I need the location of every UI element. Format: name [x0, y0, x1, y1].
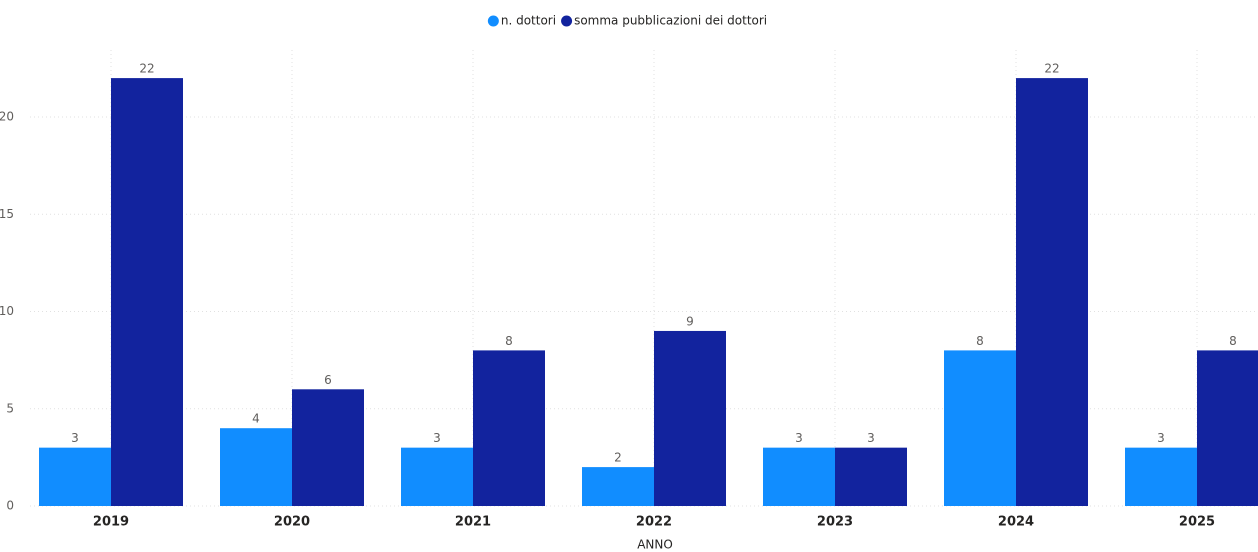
value-label: 3	[867, 431, 875, 445]
value-label: 8	[1229, 334, 1237, 348]
value-label: 6	[324, 373, 332, 387]
value-label: 4	[252, 412, 260, 426]
bar	[292, 389, 364, 506]
bar	[1197, 350, 1258, 506]
legend-label: n. dottori	[501, 14, 556, 28]
y-tick-label: 10	[0, 304, 14, 318]
x-tick-label: 2025	[1179, 515, 1215, 530]
bar	[1125, 447, 1197, 506]
bar	[763, 447, 835, 506]
value-label: 22	[139, 62, 154, 76]
bar	[473, 350, 545, 506]
bar	[1016, 78, 1088, 506]
value-label: 9	[686, 314, 694, 328]
value-label: 3	[71, 431, 79, 445]
value-label: 3	[433, 431, 441, 445]
bar	[401, 447, 473, 506]
legend-marker	[487, 15, 499, 27]
value-label: 22	[1044, 62, 1059, 76]
x-tick-label: 2022	[636, 515, 672, 530]
bar	[654, 330, 726, 506]
legend: n. dottori somma pubblicazioni dei dottor…	[487, 14, 767, 28]
bar	[111, 78, 183, 506]
x-tick-label: 2019	[93, 515, 129, 530]
bar	[220, 428, 292, 506]
value-label: 8	[505, 334, 513, 348]
x-tick-label: 2023	[817, 515, 853, 530]
bar	[835, 447, 907, 506]
plot: 3 22 4 6 3 8 2 9 3 3 8 22 3 8	[30, 50, 1258, 507]
y-tick-label: 15	[0, 207, 14, 221]
bar	[944, 350, 1016, 506]
bar	[39, 447, 111, 506]
x-tick-label: 2020	[274, 515, 310, 530]
legend-marker	[561, 15, 573, 27]
value-label: 3	[1157, 431, 1165, 445]
value-label: 3	[795, 431, 803, 445]
x-tick-label: 2024	[998, 515, 1034, 530]
bar	[582, 467, 654, 506]
value-label: 2	[614, 451, 622, 465]
y-tick-label: 0	[6, 499, 14, 513]
legend-label: somma pubblicazioni dei dottori	[574, 14, 767, 28]
x-axis-label: ANNO	[637, 538, 673, 552]
y-tick-label: 5	[6, 401, 14, 415]
value-label: 8	[976, 334, 984, 348]
x-tick-label: 2021	[455, 515, 491, 530]
y-tick-label: 20	[0, 110, 14, 124]
